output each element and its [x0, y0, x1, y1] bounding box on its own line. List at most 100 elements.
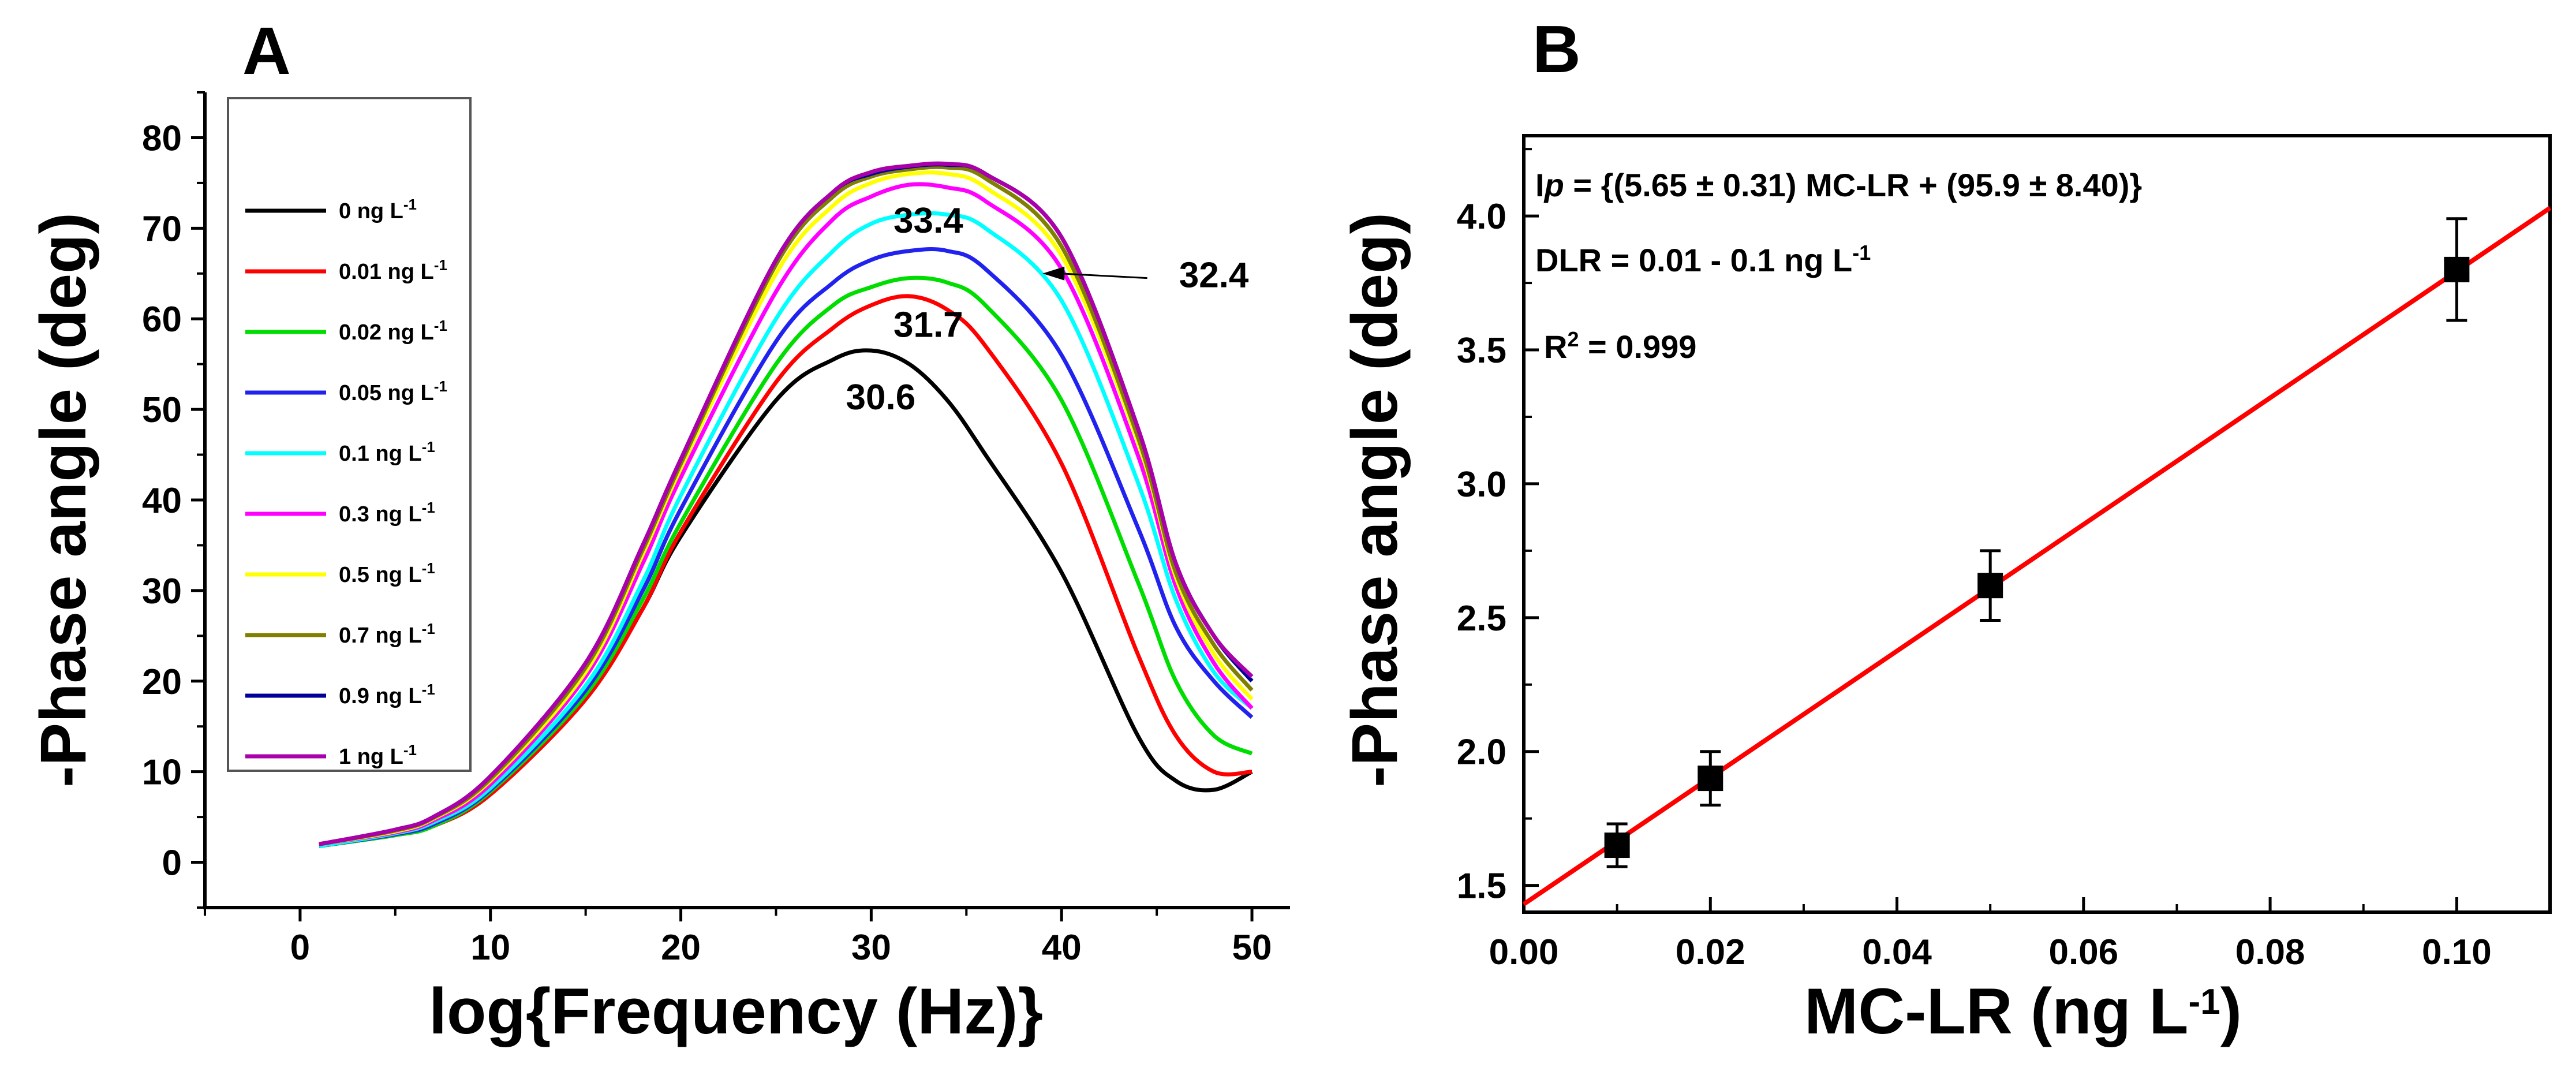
panel-b-x-tick-label-3: 0.06 — [2048, 932, 2118, 972]
panel-a-series-line-4 — [319, 211, 1254, 848]
panel-a-legend-label-text-6: 0.5 ng L — [339, 563, 422, 587]
panel-b-fit-line — [1522, 206, 2552, 906]
panel-a-legend-label-text-4: 0.1 ng L — [339, 442, 422, 466]
panel-a-legend-label-sup-6: -1 — [422, 559, 435, 577]
panel-a-y-tick-label-3: 30 — [142, 572, 182, 611]
panel-a-y-axis-title: -Phase angle (deg) — [27, 212, 99, 787]
panel-a-legend-label-text-3: 0.05 ng L — [339, 381, 434, 405]
panel-b-data-point-2 — [1977, 573, 2003, 599]
panel-a-annotations: 33.4 32.4 31.7 30.6 — [846, 201, 1249, 417]
panel-a-y-tick-label-7: 70 — [142, 209, 182, 249]
panel-a-annotation-0: 33.4 — [893, 201, 963, 241]
panel-b-r2: R2 = 0.999 — [1544, 327, 1696, 365]
panel-a-legend-label-sup-3: -1 — [434, 378, 447, 395]
panel-a-arrow-head — [1042, 266, 1065, 281]
panel-b-points — [1604, 217, 2470, 868]
panel-a-legend-label-text-2: 0.02 ng L — [339, 320, 434, 345]
panel-a-legend-label-text-0: 0 ng L — [339, 199, 403, 223]
panel-a-legend-label-7: 0.7 ng L-1 — [339, 620, 435, 648]
panel-b-equation: Ip = {(5.65 ± 0.31) MC-LR + (95.9 ± 8.40… — [1535, 167, 2142, 203]
panel-a-legend-label-0: 0 ng L-1 — [339, 196, 417, 223]
panel-b-x-tick-label-0: 0.00 — [1489, 932, 1559, 972]
panel-a-legend-label-6: 0.5 ng L-1 — [339, 559, 435, 587]
panel-a-x-tick-label-0: 0 — [290, 928, 310, 968]
panel-a-annotation-1: 32.4 — [1179, 255, 1249, 295]
panel-b-x-tick-label-4: 0.08 — [2235, 932, 2305, 972]
panel-a-legend-label-text-9: 1 ng L — [339, 745, 403, 769]
panel-a-x-tick-label-5: 50 — [1232, 928, 1272, 968]
panel-a-x-axis-title: log{Frequency (Hz)} — [429, 975, 1043, 1047]
panel-b-r2-sup: 2 — [1567, 327, 1579, 351]
panel-b-y-tick-label-1: 2.0 — [1457, 733, 1506, 772]
panel-a-legend-label-text-8: 0.9 ng L — [339, 684, 422, 708]
panel-a-legend-label-3: 0.05 ng L-1 — [339, 378, 447, 405]
panel-b-dlr-sup: -1 — [1852, 241, 1871, 264]
panel-b-data-point-1 — [1698, 766, 1723, 792]
panel-b-dlr-text: DLR = 0.01 - 0.1 ng L — [1535, 242, 1852, 278]
panel-b-ticks: 0.00 0.02 0.04 0.06 0.08 0.10 1.5 2.0 2.5 3.0 3.5 4… — [1457, 148, 2492, 972]
panel-b-equation-lead-italic: p — [1543, 167, 1564, 203]
panel-a-legend-label-5: 0.3 ng L-1 — [339, 499, 435, 527]
panel-a-series-line-9 — [319, 161, 1254, 846]
panel-b-x-axis-title-sup: -1 — [2189, 982, 2220, 1022]
panel-a-y-tick-label-6: 60 — [142, 300, 182, 339]
panel-a-y-tick-label-5: 50 — [142, 390, 182, 430]
panel-a-annotation-2: 31.7 — [893, 305, 963, 345]
panel-b-x-axis-title-main: MC-LR (ng L — [1804, 975, 2189, 1047]
panel-a-legend-label-sup-5: -1 — [422, 499, 435, 516]
panel-b-x-tick-label-2: 0.04 — [1862, 932, 1932, 972]
panel-a-y-tick-label-0: 0 — [162, 843, 182, 883]
panel-a-legend-label-text-1: 0.01 ng L — [339, 260, 434, 284]
panel-a-legend-label-sup-4: -1 — [422, 438, 435, 456]
panel-b-data-point-0 — [1604, 833, 1630, 858]
panel-b-y-tick-label-2: 2.5 — [1457, 599, 1506, 639]
panel-b-x-tick-label-1: 0.02 — [1676, 932, 1745, 972]
panel-b-y-tick-label-5: 4.0 — [1457, 197, 1506, 237]
panel-a-legend-label-sup-0: -1 — [403, 196, 417, 213]
panel-a-legend-label-sup-9: -1 — [403, 741, 417, 759]
panel-a-legend-entries: 0 ng L-10.01 ng L-10.02 ng L-10.05 ng L-… — [245, 196, 447, 769]
panel-a-x-tick-label-4: 40 — [1042, 928, 1082, 968]
panel-b-dlr: DLR = 0.01 - 0.1 ng L-1 — [1535, 241, 1871, 279]
panel-a-x-tick-label-3: 30 — [851, 928, 891, 968]
panel-b-y-axis-title: -Phase angle (deg) — [1339, 212, 1411, 787]
panel-b-y-tick-label-0: 1.5 — [1457, 867, 1506, 906]
panel-b-r2-b: = 0.999 — [1579, 329, 1696, 365]
panel-a-x-tick-label-2: 20 — [661, 928, 701, 968]
panel-a-curves — [319, 161, 1254, 848]
panel-b-frame — [1522, 134, 2552, 914]
panel-a-legend-label-sup-1: -1 — [434, 256, 447, 274]
panel-a-legend-label-sup-8: -1 — [422, 681, 435, 698]
panel-b-data-point-3 — [2444, 256, 2470, 282]
panel-b-equation-body: = {(5.65 ± 0.31) MC-LR + (95.9 ± 8.40)} — [1564, 167, 2142, 203]
panel-a-series-line-5 — [319, 182, 1254, 846]
panel-a-legend-label-1: 0.01 ng L-1 — [339, 256, 447, 284]
panel-a-y-tick-label-2: 20 — [142, 662, 182, 702]
panel-a-label: A — [242, 13, 291, 88]
panel-a-legend-label-9: 1 ng L-1 — [339, 741, 417, 769]
panel-a-y-tick-label-1: 10 — [142, 753, 182, 793]
panel-b-equation-lead: I — [1535, 167, 1545, 203]
panel-a-legend-label-sup-7: -1 — [422, 620, 435, 637]
panel-b-r2-a: R — [1544, 329, 1567, 365]
panel-b-x-axis-title-end: ) — [2220, 975, 2242, 1047]
panel-a-series-line-7 — [319, 165, 1254, 846]
panel-a-series-line-1 — [319, 294, 1253, 848]
panel-a-legend-label-sup-2: -1 — [434, 317, 447, 334]
panel-a-legend-label-text-5: 0.3 ng L — [339, 502, 422, 527]
panel-b-y-tick-label-4: 3.5 — [1457, 331, 1506, 371]
panel-a-y-tick-label-4: 40 — [142, 481, 182, 521]
panel-b: B 0.00 0.02 0.04 0.06 0.08 0.10 1.5 2.0 2.5 3.0 3.… — [1339, 12, 2552, 1047]
panel-a-annotation-3: 30.6 — [846, 378, 916, 417]
panel-a-ticks: 0 10 20 30 40 50 0 10 20 30 40 50 60 70 80 — [142, 91, 1272, 968]
panel-b-label: B — [1532, 12, 1581, 87]
panel-a-legend-label-2: 0.02 ng L-1 — [339, 317, 447, 345]
panel-a-y-tick-label-8: 80 — [142, 118, 182, 158]
panel-a-arrow-line — [1060, 273, 1147, 279]
panel-a-legend-label-4: 0.1 ng L-1 — [339, 438, 435, 466]
panel-b-y-tick-label-3: 3.0 — [1457, 465, 1506, 505]
panel-a-x-tick-label-1: 10 — [470, 928, 510, 968]
panel-b-x-axis-title: MC-LR (ng L-1) — [1804, 975, 2242, 1047]
panel-a-legend-label-text-7: 0.7 ng L — [339, 624, 422, 648]
